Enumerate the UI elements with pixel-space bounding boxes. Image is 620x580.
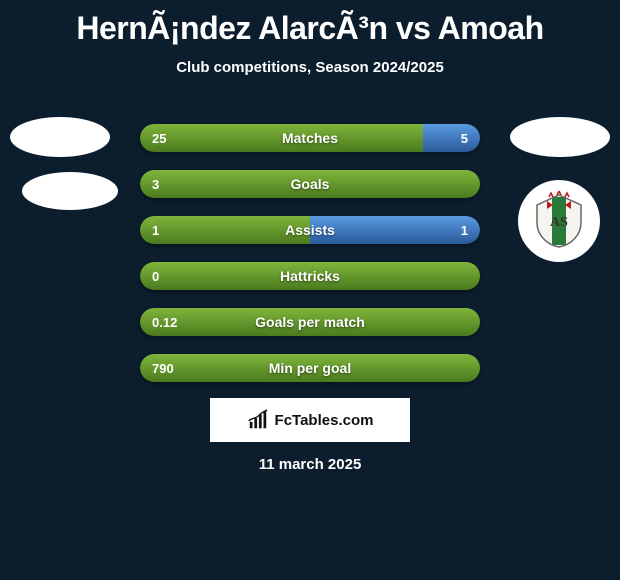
bar-value-right: 1	[461, 216, 468, 244]
svg-text:AS: AS	[550, 215, 568, 230]
bar-value-right: 5	[461, 124, 468, 152]
bar-row: Assists1 1	[140, 216, 480, 244]
bar-row: Min per goal790	[140, 354, 480, 382]
comparison-bars: Matches25 5 Goals3 Assists1 1 Hattricks0 Goals…	[140, 124, 480, 400]
player2-team-badge	[510, 117, 610, 157]
bar-label: Hattricks	[140, 262, 480, 290]
bar-chart-icon	[247, 409, 269, 431]
bar-value-left: 3	[152, 170, 159, 198]
page-title: HernÃ¡ndez AlarcÃ³n vs Amoah	[0, 0, 620, 47]
bar-row: Goals3	[140, 170, 480, 198]
brand-text: FcTables.com	[275, 412, 374, 429]
bar-value-left: 0.12	[152, 308, 177, 336]
subtitle: Club competitions, Season 2024/2025	[0, 59, 620, 76]
bar-label: Goals	[140, 170, 480, 198]
bar-label: Matches	[140, 124, 480, 152]
bar-value-left: 0	[152, 262, 159, 290]
player1-team-badge	[10, 117, 110, 157]
date-text: 11 march 2025	[0, 456, 620, 473]
bar-row: Hattricks0	[140, 262, 480, 290]
bar-label: Assists	[140, 216, 480, 244]
bar-row: Matches25 5	[140, 124, 480, 152]
bar-value-left: 790	[152, 354, 174, 382]
bar-label: Goals per match	[140, 308, 480, 336]
shield-icon: AS	[529, 191, 589, 251]
bar-value-left: 1	[152, 216, 159, 244]
bar-row: Goals per match0.12	[140, 308, 480, 336]
brand-box: FcTables.com	[210, 398, 410, 442]
bar-label: Min per goal	[140, 354, 480, 382]
player2-club-badge: AS	[518, 180, 600, 262]
player1-club-badge	[22, 172, 118, 210]
bar-value-left: 25	[152, 124, 166, 152]
